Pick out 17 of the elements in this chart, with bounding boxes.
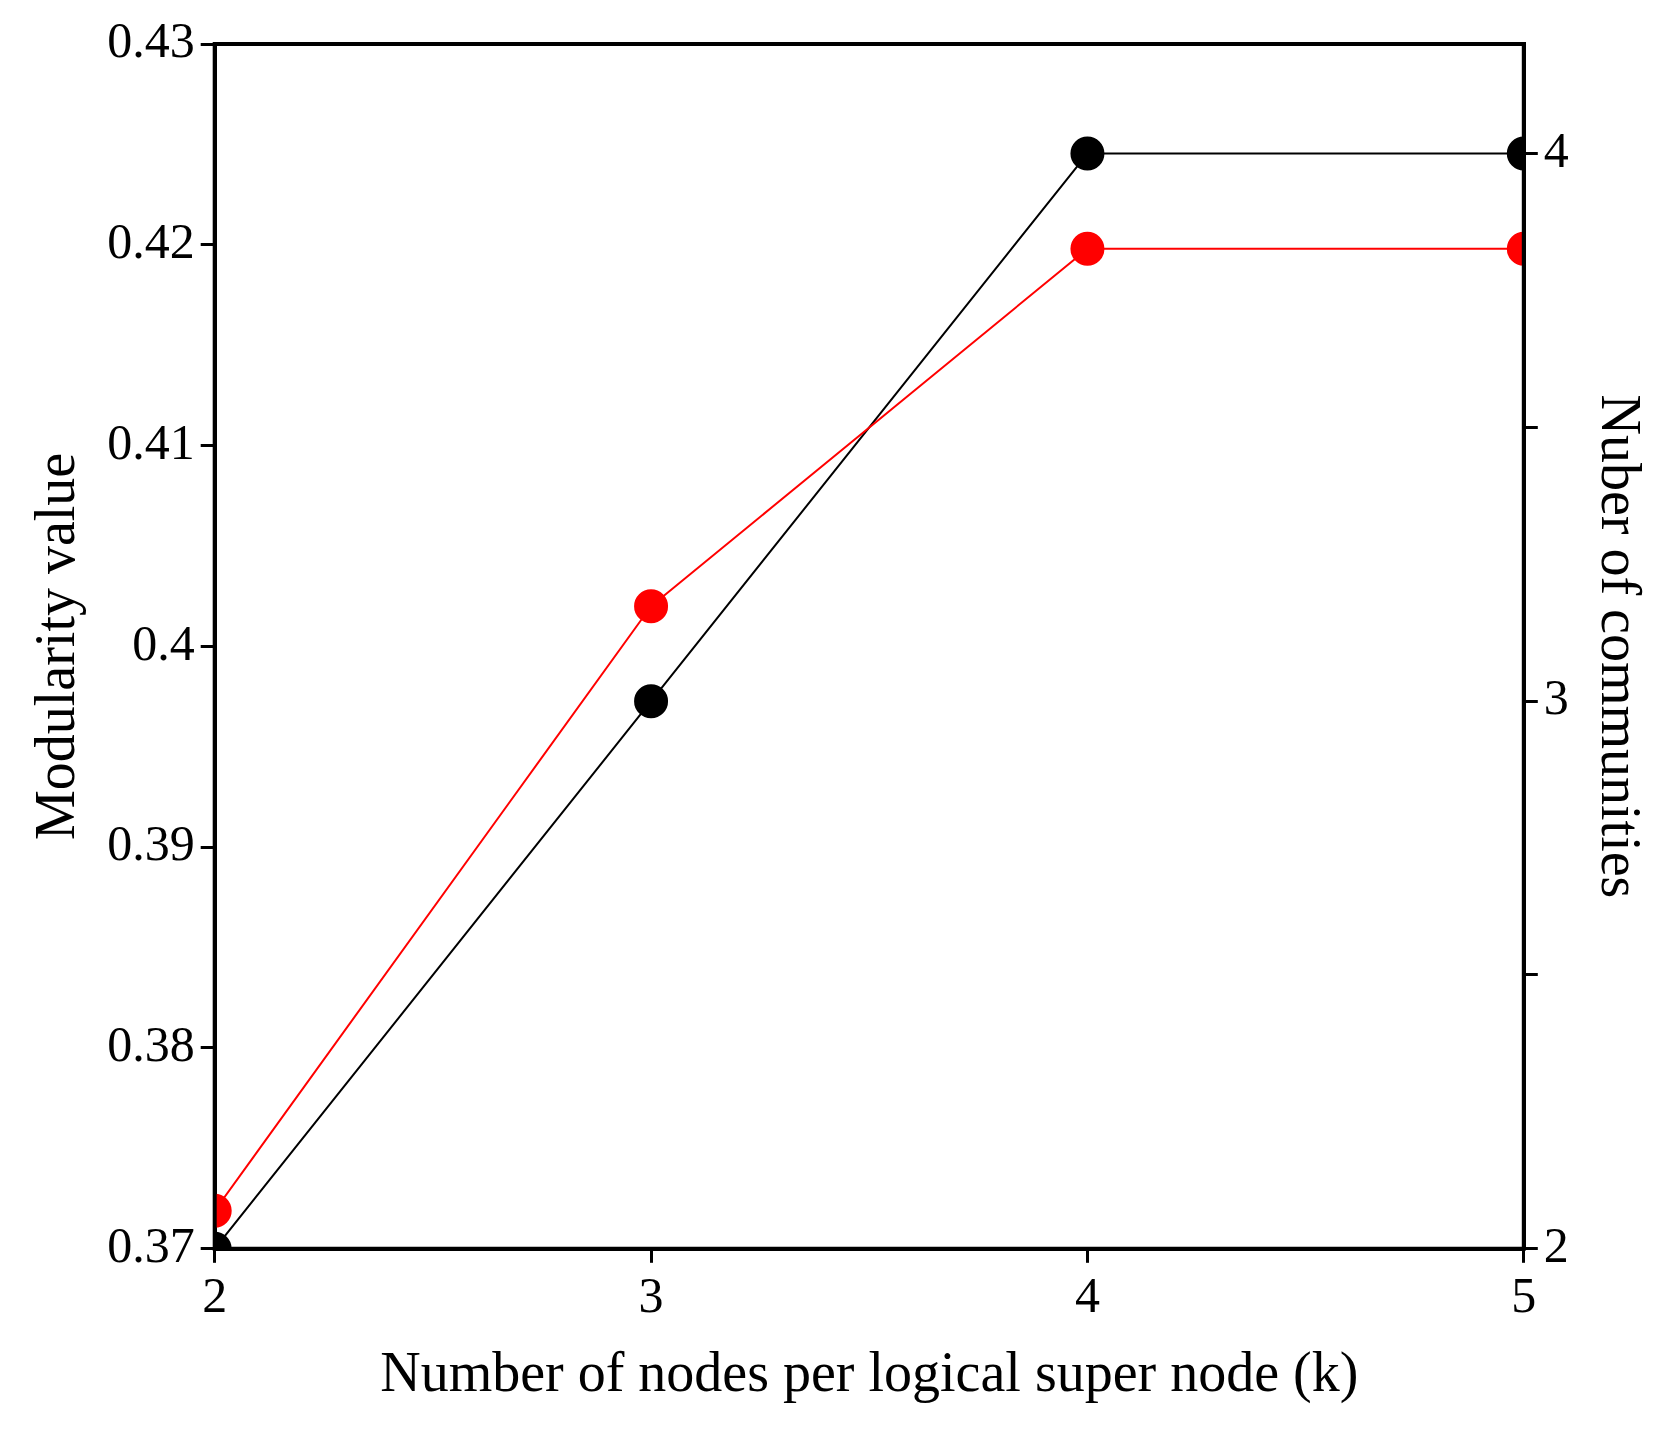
y-tick-label: 0.37 (107, 1216, 195, 1273)
x-tick-label: 5 (1511, 1266, 1537, 1323)
y-tick-label: 0.39 (107, 815, 195, 872)
x-tick-label: 4 (1074, 1266, 1100, 1323)
y2-axis-title: Nuber of communities (1589, 394, 1652, 899)
y-tick-label: 0.4 (132, 614, 195, 671)
y2-tick-label: 4 (1543, 121, 1569, 178)
y-axis-title: Modularity value (24, 452, 87, 841)
y2-tick-label: 3 (1543, 669, 1569, 726)
y-tick-label: 0.41 (107, 413, 195, 470)
x-tick-label: 3 (638, 1266, 664, 1323)
y-tick-label: 0.42 (107, 212, 195, 269)
y2-tick-label: 2 (1543, 1216, 1569, 1273)
y-tick-label: 0.43 (107, 12, 195, 69)
x-axis-title: Number of nodes per logical super node (k) (380, 1341, 1359, 1405)
x-tick-label: 2 (202, 1266, 228, 1323)
y-tick-label: 0.38 (107, 1016, 195, 1073)
